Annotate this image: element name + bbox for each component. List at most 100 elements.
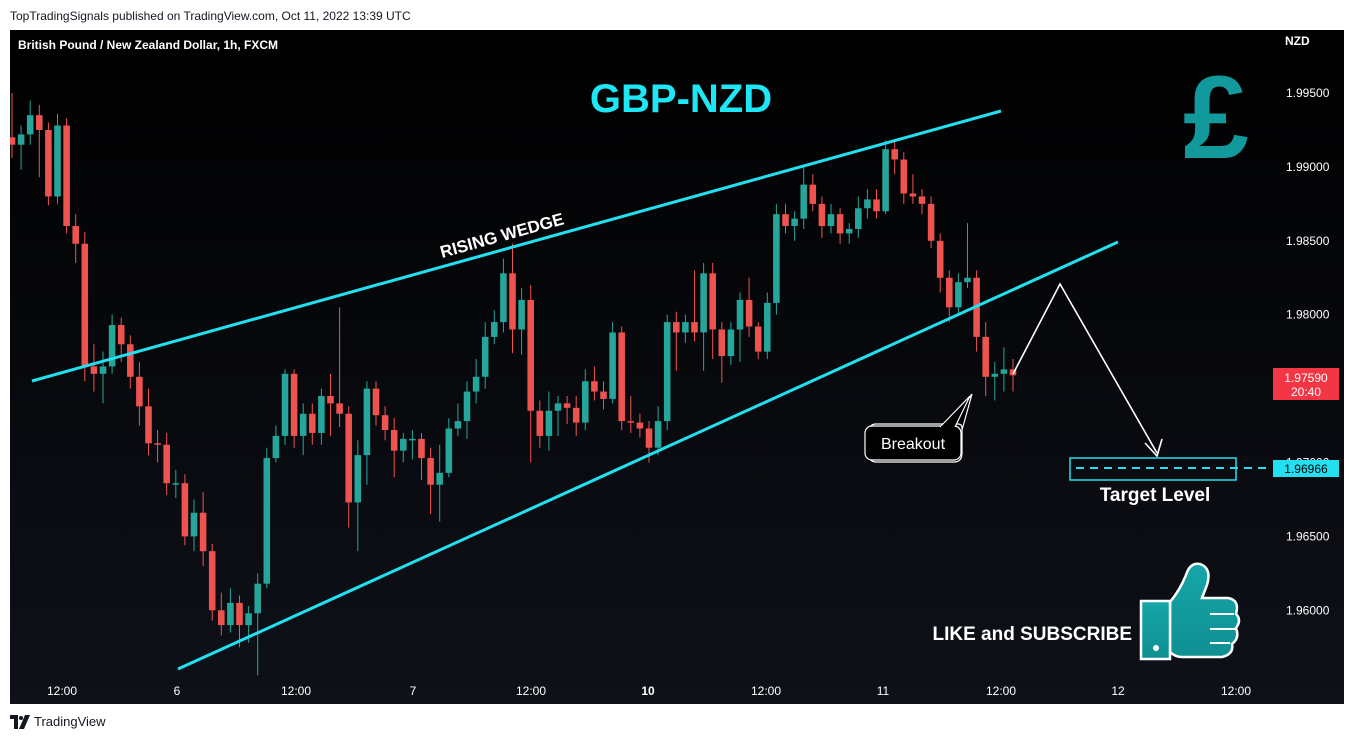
candle-body	[227, 602, 234, 626]
target-price-value: 1.96966	[1284, 462, 1328, 476]
candle-body	[199, 512, 207, 552]
wedge-upper-trendline[interactable]	[31, 109, 1002, 383]
candle-body	[682, 322, 689, 333]
x-tick-label: 12	[1111, 684, 1125, 698]
candle-body	[472, 376, 480, 392]
candle-body	[336, 403, 343, 414]
y-tick-label: 1.99500	[1286, 86, 1330, 100]
candle-body	[354, 455, 362, 503]
candle-body	[946, 277, 953, 308]
candle-body	[272, 435, 280, 459]
candle-body	[736, 299, 744, 330]
candle-body	[63, 125, 70, 227]
candle-body	[327, 395, 334, 404]
candle-body	[90, 366, 98, 374]
candle-body	[172, 483, 180, 485]
candle-body	[290, 373, 298, 436]
x-tick-label: 12:00	[516, 684, 546, 698]
candle-body	[245, 613, 252, 626]
candle-body	[572, 407, 580, 423]
candle-body	[845, 228, 853, 234]
candle-body	[900, 159, 908, 194]
candle-body	[818, 203, 826, 227]
y-tick-label: 1.99000	[1286, 160, 1330, 174]
candle-body	[208, 551, 216, 611]
current-price-tag	[1273, 368, 1339, 400]
candle-body	[17, 134, 25, 145]
candle-body	[36, 115, 43, 130]
candle-body	[299, 413, 307, 436]
candle-body	[108, 325, 116, 367]
candle-body	[390, 429, 398, 451]
candle-body	[827, 214, 835, 227]
candle-body	[864, 199, 871, 209]
candle-body	[700, 273, 707, 333]
candle-body	[982, 336, 989, 377]
candle-body	[363, 388, 371, 456]
candle-body	[754, 326, 762, 352]
candle-body	[563, 403, 571, 408]
price-chart[interactable]: £ NZD 1.995001.990001.985001.980001.9750…	[10, 30, 1344, 704]
candle-body	[536, 410, 544, 436]
candle-body	[554, 403, 562, 411]
candle-body	[527, 299, 534, 411]
candle-body	[764, 302, 771, 352]
candle-body	[45, 129, 52, 197]
candle-body	[463, 391, 471, 422]
candle-body	[891, 149, 898, 160]
candle-body	[654, 421, 662, 448]
footer-brand: TradingView	[34, 714, 106, 729]
candle-body	[309, 413, 316, 433]
candle-body	[54, 125, 61, 197]
publish-line: TopTradingSignals published on TradingVi…	[10, 9, 411, 23]
candle-body	[491, 322, 498, 337]
x-tick-label: 10	[641, 684, 655, 698]
candle-body	[481, 336, 489, 377]
candle-body	[773, 214, 780, 303]
candle-body	[1000, 369, 1008, 374]
candle-body	[800, 184, 807, 219]
candle-body	[190, 512, 198, 537]
candle-body	[117, 325, 125, 345]
candle-body	[409, 438, 416, 441]
candle-body	[500, 273, 507, 323]
candle-body	[263, 458, 271, 584]
symbol-line: British Pound / New Zealand Dollar, 1h, …	[18, 38, 278, 52]
tradingview-logo-icon	[10, 714, 30, 729]
candle-body	[582, 381, 589, 423]
candle-body	[345, 413, 352, 503]
candles-layer	[10, 93, 1017, 676]
x-tick-label: 12:00	[986, 684, 1016, 698]
candle-body	[418, 438, 425, 459]
candle-body	[627, 421, 635, 423]
candle-body	[545, 410, 553, 436]
x-tick-label: 6	[174, 684, 181, 698]
candle-body	[163, 444, 170, 484]
candle-body	[955, 282, 962, 308]
candle-body	[791, 218, 798, 227]
candle-body	[718, 329, 726, 357]
x-tick-label: 12:00	[47, 684, 77, 698]
current-price-value: 1.97590	[1284, 371, 1328, 385]
candle-body	[400, 438, 407, 451]
y-tick-label: 1.96500	[1286, 529, 1330, 543]
candle-body	[600, 391, 607, 399]
projection-path[interactable]	[1012, 282, 1158, 454]
x-tick-label: 12:00	[1221, 684, 1251, 698]
candle-body	[964, 277, 971, 283]
y-tick-label: 1.96000	[1286, 603, 1330, 617]
chart-panel[interactable]: £ NZD 1.995001.990001.985001.980001.9750…	[10, 30, 1344, 704]
candle-body	[436, 472, 443, 485]
thumbs-up-icon[interactable]	[1139, 562, 1241, 661]
candle-body	[72, 226, 79, 244]
candle-body	[991, 373, 999, 377]
candle-body	[427, 458, 434, 485]
candle-body	[691, 322, 698, 333]
candle-body	[518, 299, 525, 330]
candle-body	[26, 115, 34, 135]
candle-body	[709, 273, 716, 330]
candle-body	[154, 443, 161, 445]
wedge-lower-trendline[interactable]	[177, 240, 1119, 671]
candle-body	[909, 193, 917, 197]
candle-body	[645, 428, 653, 448]
